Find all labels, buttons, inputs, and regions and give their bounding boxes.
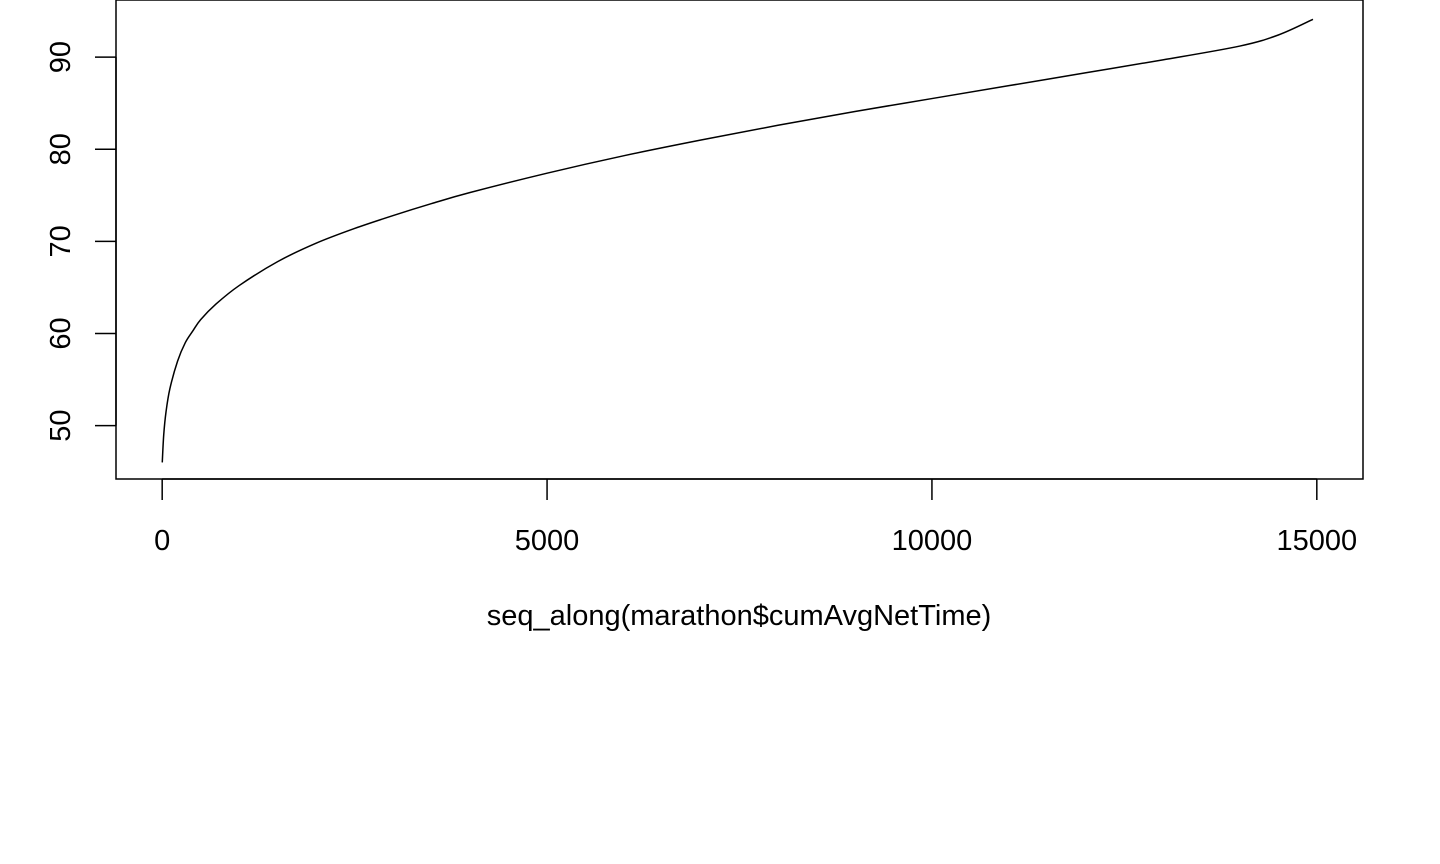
- y-tick-label: 70: [45, 225, 77, 257]
- x-axis-title: seq_along(marathon$cumAvgNetTime): [487, 600, 992, 632]
- x-tick-label: 10000: [892, 525, 973, 557]
- x-tick-label: 0: [154, 525, 170, 557]
- y-axis: 50 60 70 80 90: [45, 41, 117, 442]
- x-axis: 0 5000 10000 15000: [154, 478, 1357, 557]
- y-tick-label: 80: [45, 133, 77, 165]
- y-tick-label: 60: [45, 317, 77, 349]
- x-tick-label: 15000: [1276, 525, 1357, 557]
- y-tick-label: 50: [45, 409, 77, 441]
- y-tick-label: 90: [45, 41, 77, 73]
- series-line: [161, 18, 1314, 463]
- plot-frame: [115, 0, 1364, 480]
- x-tick-label: 5000: [515, 525, 580, 557]
